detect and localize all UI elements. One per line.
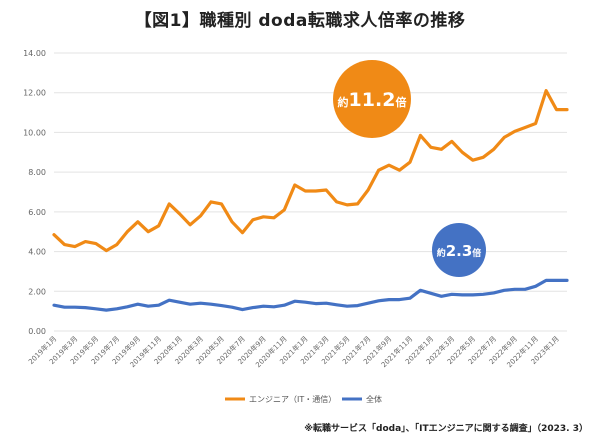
y-tick-label: 2.00 xyxy=(28,287,46,296)
y-tick-label: 8.00 xyxy=(28,168,46,177)
bubble-engineer-label: 約11.2倍 xyxy=(338,89,407,111)
bubble-all-circle xyxy=(432,223,486,277)
y-tick-label: 0.00 xyxy=(28,327,46,336)
bubble-all: 約2.3倍 xyxy=(432,223,486,277)
y-tick-label: 12.00 xyxy=(23,89,46,98)
y-tick-label: 6.00 xyxy=(28,208,46,217)
series-lines xyxy=(52,89,569,312)
y-tick-label: 4.00 xyxy=(28,248,46,257)
legend-label-all: 全体 xyxy=(366,394,382,404)
y-tick-label: 10.00 xyxy=(23,128,46,137)
chart-title: 【図1】職種別 doda転職求人倍率の推移 xyxy=(134,11,466,31)
bubble-engineer: 約11.2倍 xyxy=(333,60,411,138)
y-tick-label: 14.00 xyxy=(23,49,46,58)
legend: エンジニア（IT・通信） 全体 xyxy=(225,394,382,404)
series-engineer-line xyxy=(52,89,569,253)
bubble-engineer-circle xyxy=(333,60,411,138)
series-all-line xyxy=(52,278,569,312)
y-axis-ticks: 0.00 2.00 4.00 6.00 8.00 10.00 12.00 14.00 xyxy=(23,49,46,336)
source-note: ※転職サービス「doda」、「ITエンジニアに関する調査」（2023. 3） xyxy=(304,424,588,434)
x-axis-ticks: 2019年1月2019年3月2019年5月2019年7月2019年9月2019年… xyxy=(26,334,561,369)
legend-label-engineer: エンジニア（IT・通信） xyxy=(249,394,336,404)
bubble-all-label: 約2.3倍 xyxy=(437,242,482,260)
